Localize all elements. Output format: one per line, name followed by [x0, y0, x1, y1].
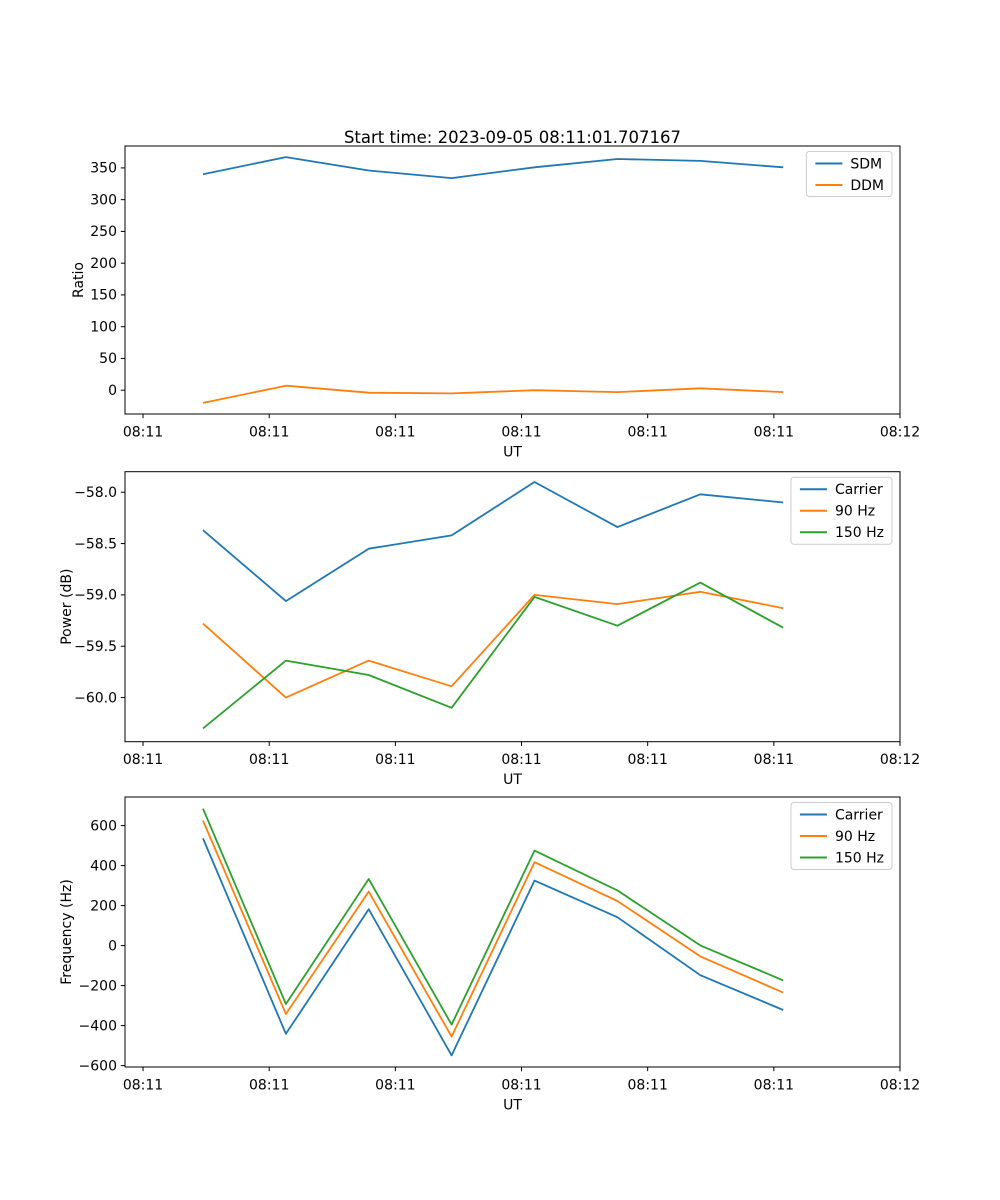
- y-tick-label: 0: [108, 383, 117, 399]
- y-tick-label: −400: [79, 1018, 117, 1034]
- x-tick-label: 08:11: [628, 1078, 668, 1094]
- y-tick-label: 50: [99, 351, 117, 367]
- x-tick-label: 08:11: [754, 752, 794, 768]
- x-tick-label: 08:11: [501, 425, 541, 441]
- x-axis-label: UT: [503, 772, 522, 788]
- series-line-sdm: [202, 156, 784, 180]
- y-tick-label: 200: [90, 256, 117, 272]
- y-tick-label: 400: [90, 858, 117, 874]
- legend-label: Carrier: [835, 808, 883, 824]
- legend: SDM DDM: [805, 151, 893, 197]
- legend-label: SDM: [850, 157, 882, 173]
- x-axis-label: UT: [503, 1098, 522, 1114]
- series-line-150-hz: [202, 808, 784, 1026]
- axes-frame: [124, 796, 901, 1068]
- x-tick-label: 08:11: [375, 425, 415, 441]
- y-axis-label: Power (dB): [59, 569, 75, 645]
- y-axis-label: Ratio: [71, 262, 87, 298]
- y-tick-label: −60.0: [74, 690, 117, 706]
- power-plot: 08:11 08:11 08:11 08:11 08:11 08:11 08:12 −58.0…: [59, 471, 920, 788]
- y-tick-label: 200: [90, 898, 117, 914]
- y-tick-label: 150: [90, 288, 117, 304]
- y-tick-label: 350: [90, 161, 117, 177]
- x-tick-label: 08:11: [375, 752, 415, 768]
- legend: Carrier 90 Hz 150 Hz: [790, 476, 893, 545]
- x-tick-label: 08:11: [628, 752, 668, 768]
- x-tick-label: 08:11: [501, 1078, 541, 1094]
- ratio-plot: 08:11 08:11 08:11 08:11 08:11 08:11 08:12 0 50 10…: [71, 145, 920, 461]
- y-tick-label: 300: [90, 192, 117, 208]
- x-tick-label: 08:11: [754, 1078, 794, 1094]
- x-tick-label: 08:11: [249, 752, 289, 768]
- y-tick-label: −59.0: [74, 588, 117, 604]
- series-line-90-hz: [202, 820, 784, 1038]
- legend-label: 150 Hz: [835, 525, 884, 541]
- legend-label: DDM: [850, 178, 884, 194]
- x-tick-label: 08:11: [249, 1078, 289, 1094]
- y-tick-label: −58.5: [74, 536, 117, 552]
- x-tick-label: 08:11: [123, 1078, 163, 1094]
- y-axis-label: Frequency (Hz): [59, 879, 75, 985]
- legend: Carrier 90 Hz 150 Hz: [790, 802, 893, 870]
- y-tick-label: −59.5: [74, 639, 117, 655]
- y-tick-label: −58.0: [74, 485, 117, 501]
- legend-label: 90 Hz: [835, 504, 875, 520]
- x-axis-label: UT: [503, 445, 522, 461]
- x-tick-label: 08:11: [375, 1078, 415, 1094]
- series-line-ddm: [202, 384, 784, 404]
- y-tick-label: 0: [108, 938, 117, 954]
- x-tick-label: 08:11: [123, 425, 163, 441]
- y-tick-label: 100: [90, 319, 117, 335]
- x-tick-label: 08:11: [628, 425, 668, 441]
- x-tick-label: 08:12: [880, 1078, 920, 1094]
- series-line-carrier: [202, 838, 784, 1057]
- x-tick-label: 08:11: [501, 752, 541, 768]
- y-tick-label: −200: [79, 978, 117, 994]
- legend-box: [790, 476, 893, 545]
- legend-label: 90 Hz: [835, 829, 875, 845]
- y-tick-label: 600: [90, 818, 117, 834]
- series-line-carrier: [202, 481, 784, 602]
- x-tick-label: 08:11: [123, 752, 163, 768]
- x-tick-label: 08:11: [249, 425, 289, 441]
- series-line-150-hz: [202, 581, 784, 730]
- x-tick-label: 08:12: [880, 752, 920, 768]
- x-tick-label: 08:11: [754, 425, 794, 441]
- axes-frame: [124, 471, 901, 743]
- frequency-plot: 08:11 08:11 08:11 08:11 08:11 08:11 08:12 −600 −…: [59, 796, 920, 1114]
- legend-label: 150 Hz: [835, 851, 884, 867]
- figure-title: Start time: 2023-09-05 08:11:01.707167: [343, 128, 682, 147]
- series-line-90-hz: [202, 590, 784, 699]
- x-tick-label: 08:12: [880, 425, 920, 441]
- legend-box: [790, 802, 893, 870]
- y-tick-label: 250: [90, 224, 117, 240]
- legend-label: Carrier: [835, 482, 883, 498]
- axes-frame: [124, 145, 901, 415]
- y-tick-label: −600: [79, 1058, 117, 1074]
